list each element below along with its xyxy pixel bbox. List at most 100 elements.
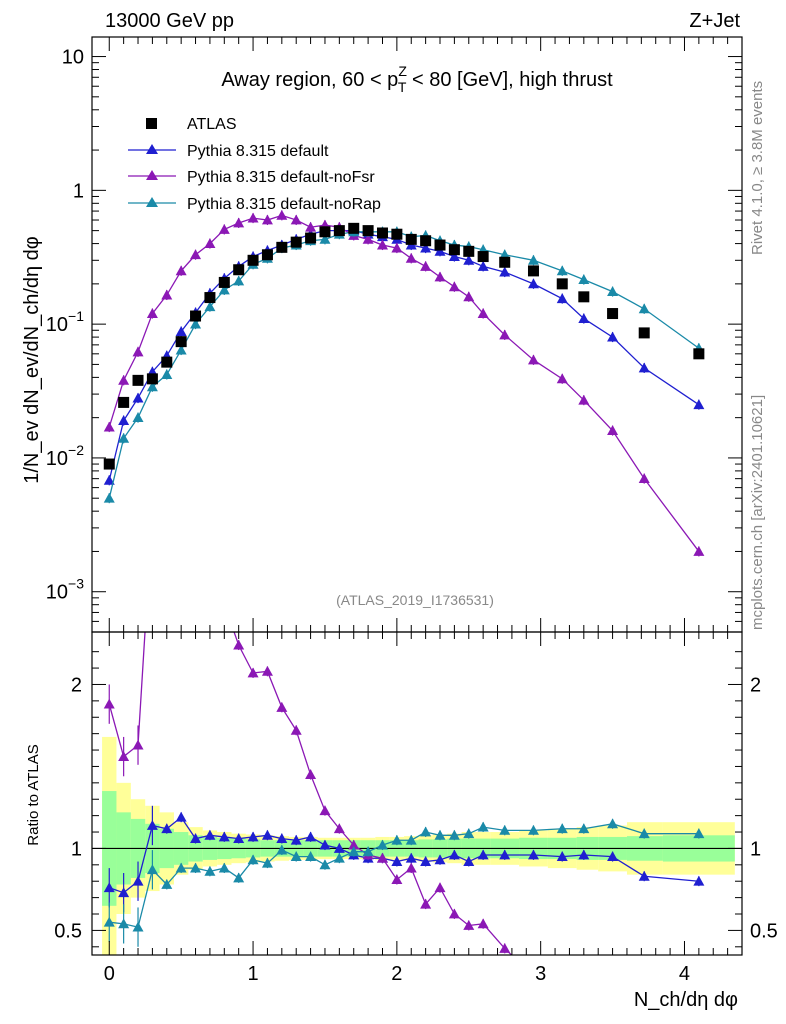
ratio-point-pythia-8-315-default-norap (247, 854, 259, 865)
main-point-atlas (463, 245, 475, 257)
main-point-pythia-8-315-default (556, 293, 568, 304)
ratio-point-pythia-8-315-default-nofsr (463, 919, 475, 930)
main-point-pythia-8-315-default-norap (607, 286, 619, 297)
main-point-pythia-8-315-default-norap (218, 284, 230, 295)
ratio-point-pythia-8-315-default (161, 823, 173, 834)
ratio-y-tick-label-left: 1 (71, 838, 82, 860)
main-line-pythia-8-315-default-norap (108, 231, 700, 499)
main-point-pythia-8-315-default-norap (161, 369, 173, 379)
ratio-point-pythia-8-315-default (499, 849, 511, 860)
ratio-point-pythia-8-315-default-nofsr (448, 908, 460, 919)
main-point-atlas (146, 373, 158, 385)
ratio-point-pythia-8-315-default (146, 819, 158, 830)
main-y-tick-label: 10−1 (46, 308, 84, 336)
ratio-point-pythia-8-315-default-nofsr (348, 839, 360, 850)
ratio-point-pythia-8-315-default-nofsr (247, 667, 259, 678)
main-point-pythia-8-315-default-norap (319, 233, 331, 244)
main-y-tick-label: 10−3 (46, 576, 84, 604)
ratio-point-pythia-8-315-default-nofsr (290, 724, 302, 735)
ratio-point-pythia-8-315-default-norap (218, 862, 230, 873)
main-point-pythia-8-315-default-norap (175, 344, 187, 355)
main-point-pythia-8-315-default-nofsr (247, 212, 259, 223)
main-point-pythia-8-315-default-nofsr (132, 346, 144, 357)
ratio-point-pythia-8-315-default-nofsr (434, 882, 446, 893)
main-point-atlas (103, 458, 115, 470)
ratio-point-pythia-8-315-default-norap (420, 826, 432, 837)
ratio-point-pythia-8-315-default-nofsr (499, 942, 511, 953)
ratio-point-pythia-8-315-default-nofsr (147, 507, 158, 517)
ratio-point-pythia-8-315-default (132, 875, 144, 886)
ratio-point-pythia-8-315-default-norap (146, 864, 158, 875)
ratio-series-group (103, 453, 705, 989)
ratio-point-pythia-8-315-default-nofsr (578, 979, 589, 989)
ratio-point-pythia-8-315-default-norap (261, 857, 273, 868)
main-point-pythia-8-315-default-nofsr (477, 308, 489, 318)
x-tick-label: 1 (247, 963, 258, 985)
ratio-point-pythia-8-315-default (420, 856, 432, 866)
ratio-point-pythia-8-315-default-norap (527, 824, 539, 835)
ratio-point-pythia-8-315-default (305, 831, 317, 842)
main-y-tick-label: 1 (73, 180, 84, 202)
ratio-point-pythia-8-315-default-nofsr (161, 487, 172, 497)
ratio-point-pythia-8-315-default-norap (556, 823, 568, 834)
ratio-point-pythia-8-315-default (190, 833, 202, 843)
main-point-pythia-8-315-default-norap (638, 303, 650, 314)
x-tick-label: 0 (104, 963, 115, 985)
ratio-point-pythia-8-315-default (319, 839, 331, 850)
plot-title-prefix: Away region, 60 < p (221, 69, 398, 91)
ratio-point-pythia-8-315-default (556, 851, 568, 862)
main-point-atlas (477, 251, 489, 263)
main-point-pythia-8-315-default-nofsr (527, 354, 539, 365)
main-point-pythia-8-315-default-nofsr (638, 473, 650, 484)
x-tick-label: 4 (679, 963, 690, 985)
main-y-tick-label-base: 1 (73, 180, 84, 202)
ratio-point-pythia-8-315-default (247, 831, 259, 842)
main-point-atlas (175, 336, 187, 348)
ratio-point-pythia-8-315-default-norap (499, 824, 511, 835)
ratio-point-pythia-8-315-default-nofsr (233, 639, 245, 650)
ratio-point-pythia-8-315-default (463, 856, 475, 866)
ratio-point-pythia-8-315-default-norap (463, 828, 475, 839)
ratio-point-pythia-8-315-default-nofsr (176, 453, 187, 463)
main-point-pythia-8-315-default-nofsr (276, 209, 288, 220)
x-axis-label: N_ch/dη dφ (634, 989, 738, 1011)
main-point-atlas (556, 278, 568, 290)
ratio-point-pythia-8-315-default-norap (348, 846, 360, 857)
ratio-point-pythia-8-315-default (233, 833, 245, 843)
main-point-pythia-8-315-default-norap (118, 432, 130, 443)
ratio-point-pythia-8-315-default (103, 882, 115, 893)
collision-label: 13000 GeV pp (105, 10, 234, 32)
ratio-point-pythia-8-315-default (578, 849, 590, 860)
ratio-point-pythia-8-315-default (607, 851, 619, 862)
main-point-atlas (376, 227, 388, 239)
ratio-point-pythia-8-315-default (261, 829, 273, 840)
main-point-pythia-8-315-default (527, 278, 539, 289)
ratio-point-pythia-8-315-default-nofsr (557, 974, 568, 984)
legend-marker-nofsr (146, 170, 158, 180)
ratio-point-pythia-8-315-default-nofsr (276, 701, 288, 712)
main-point-pythia-8-315-default (448, 251, 460, 261)
main-point-atlas (448, 244, 460, 256)
main-point-pythia-8-315-default-norap (556, 265, 568, 276)
main-point-atlas (693, 348, 705, 360)
ratio-line-pythia-8-315-default (109, 816, 699, 894)
main-y-tick-label-exp: −1 (68, 308, 84, 324)
ratio-point-pythia-8-315-default-norap (693, 828, 705, 839)
main-point-pythia-8-315-default (638, 362, 650, 373)
main-point-pythia-8-315-default-nofsr (290, 214, 302, 225)
main-point-pythia-8-315-default-nofsr (578, 394, 590, 405)
ratio-point-pythia-8-315-default-nofsr (319, 805, 331, 816)
ratio-point-pythia-8-315-default-nofsr (190, 536, 201, 546)
ratio-frame (91, 631, 743, 956)
main-point-pythia-8-315-default-norap (527, 254, 539, 265)
main-point-atlas (261, 249, 273, 261)
ratio-y-axis-label: Ratio to ATLAS (25, 744, 42, 845)
ratio-point-pythia-8-315-default-nofsr (132, 739, 144, 750)
main-point-atlas (362, 225, 374, 237)
ratio-point-pythia-8-315-default-norap (405, 834, 417, 845)
main-point-atlas (118, 396, 130, 408)
main-point-atlas (161, 356, 173, 368)
main-point-atlas (132, 374, 144, 386)
ratio-point-pythia-8-315-default-nofsr (405, 862, 417, 873)
